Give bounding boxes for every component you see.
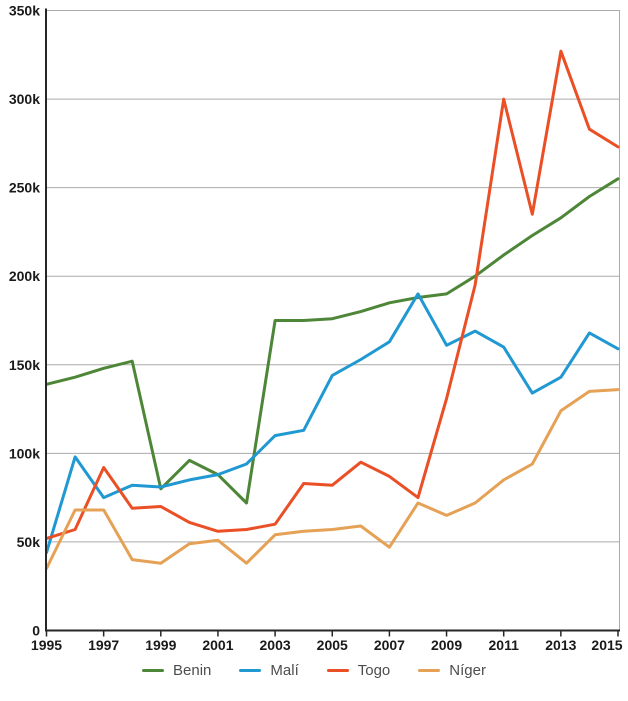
x-tick-label: 2001 [202, 637, 233, 653]
series-line-benin [45, 177, 620, 505]
x-tick-label: 2003 [260, 637, 291, 653]
x-tick-label: 1997 [88, 637, 119, 653]
legend-item-benin[interactable]: Benin [142, 663, 211, 678]
legend-label: Togo [357, 662, 391, 679]
legend-line-swatch-icon [142, 669, 165, 672]
y-tick-label: 100k [9, 445, 40, 461]
legend-item-mali[interactable]: Malí [239, 662, 299, 679]
x-tick-label: 2011 [489, 637, 520, 653]
x-tick-label: 2009 [431, 637, 462, 653]
legend-label: Malí [270, 662, 299, 679]
gridlines [45, 10, 620, 631]
chart-legend: Benin Malí Togo Níger [0, 663, 628, 678]
y-tick-label: 200k [9, 268, 40, 284]
x-tick-label: 2015 [591, 637, 622, 653]
series-lines [45, 49, 620, 570]
x-tick-label: 2007 [374, 637, 405, 653]
legend-label: Benin [173, 662, 212, 679]
x-axis-labels: 1995 1997 1999 2001 2003 2005 2007 2009 2011 2013… [31, 637, 623, 653]
series-line-niger [45, 388, 620, 570]
legend-item-niger[interactable]: Níger [418, 663, 486, 678]
y-tick-label: 350k [9, 3, 40, 19]
legend-label: Níger [449, 662, 486, 679]
x-tick-label: 2005 [317, 637, 348, 653]
x-tick-label: 2013 [545, 637, 576, 653]
series-line-togo [45, 49, 620, 540]
axes [45, 8, 620, 637]
y-tick-label: 250k [9, 180, 40, 196]
legend-line-swatch-icon [418, 669, 441, 672]
series-line-mali [45, 292, 620, 555]
y-tick-label: 50k [17, 534, 41, 550]
y-axis-labels: 0 50k 100k 150k 200k 250k 300k 350k [9, 3, 40, 639]
y-tick-label: 0 [32, 623, 40, 639]
legend-item-togo[interactable]: Togo [326, 662, 391, 679]
x-tick-label: 1999 [145, 637, 176, 653]
y-tick-label: 150k [9, 357, 40, 373]
legend-line-swatch-icon [326, 669, 349, 672]
y-tick-label: 300k [9, 91, 40, 107]
plot-area: 0 50k 100k 150k 200k 250k 300k 350k 1995 1997 1999… [9, 3, 623, 654]
x-tick-label: 1995 [31, 637, 62, 653]
legend-line-swatch-icon [239, 669, 262, 672]
